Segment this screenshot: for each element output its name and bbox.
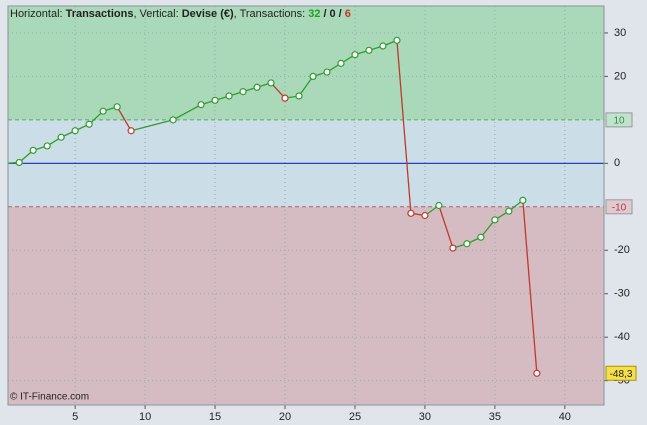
segment [438,205,454,249]
header: Horizontal: Transactions, Vertical: Devise… [10,8,351,20]
segment [396,40,412,214]
point [393,36,401,44]
y-tick-label: -30 [614,288,630,300]
x-tick-label: 10 [139,411,151,423]
point [253,83,261,91]
point [351,51,359,59]
header-part: Devise (€) [182,8,234,20]
header-part: Transactions [66,8,134,20]
segment [116,106,132,132]
y-tick-label: 30 [614,27,626,39]
point [491,216,499,224]
lower-zone [8,206,604,405]
point [57,133,65,141]
point [267,79,275,87]
lower-level-label: -10 [612,202,627,213]
point [85,120,93,128]
point [99,107,107,115]
point [239,88,247,96]
point [211,96,219,104]
point [323,68,331,76]
segment [480,219,496,238]
header-part: / [323,8,326,20]
point [435,201,443,210]
point [477,233,485,241]
header-part: , Vertical: [133,8,178,20]
point [29,146,37,154]
point [519,196,527,204]
header-part: 32 [308,8,320,20]
point [71,127,79,135]
upper-level-label: 10 [613,116,625,127]
point [337,59,345,67]
x-tick-label: 35 [489,411,501,423]
upper-level-label-box [605,112,633,128]
x-tick-label: 15 [209,411,221,423]
point [43,142,51,150]
header-part: / [339,8,342,20]
point [407,209,415,217]
x-tick-label: 20 [279,411,291,423]
x-tick-label: 5 [72,411,78,423]
point [533,369,541,377]
zones [8,6,604,405]
segment [172,104,202,121]
upper-zone [8,6,604,120]
point [449,244,457,252]
axes: -50-40-30-200203051015202530354010-10-48… [72,27,637,423]
y-tick-label: -40 [614,331,630,343]
y-tick-label: 20 [614,70,626,82]
x-tick-label: 40 [559,411,571,423]
point [127,127,135,135]
segment [130,119,174,132]
x-tick-label: 30 [419,411,431,423]
point [379,42,387,50]
header-part: Horizontal: [10,8,63,20]
point [505,207,513,215]
header-part: 0 [330,8,336,20]
point [113,103,121,111]
lower-level-label-box [605,199,633,215]
header-part: 6 [345,8,351,20]
point [169,116,177,124]
point [295,92,303,100]
watermark: © IT-Finance.com [10,392,89,403]
plot [8,6,604,405]
point [225,92,233,100]
point [15,158,23,167]
segment [522,200,538,374]
point [281,94,289,102]
y-tick-label: 0 [614,157,620,169]
point [421,211,429,220]
plot-frame [7,5,605,406]
point [365,46,373,54]
point [463,240,471,248]
x-tick-label: 25 [349,411,361,423]
last-value-label: -48,3 [610,369,633,380]
header-part: , Transactions: [234,8,306,20]
segment [298,76,314,97]
y-tick-label: -20 [614,244,630,256]
last-value-box [605,365,637,381]
point [197,101,205,109]
point [309,72,317,81]
